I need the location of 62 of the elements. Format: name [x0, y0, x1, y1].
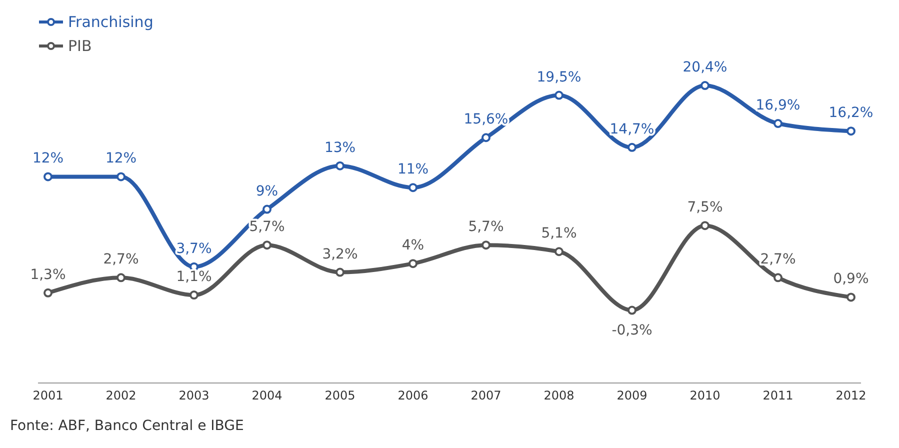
data-label: 5,7% [468, 219, 504, 236]
data-label: 5,1% [541, 226, 577, 242]
data-label: 1,3% [30, 266, 66, 283]
x-tick-label: 2005 [324, 388, 356, 403]
data-label: 3,2% [322, 246, 358, 262]
data-label: -0,3% [612, 322, 652, 338]
point [846, 292, 856, 302]
point [408, 183, 418, 192]
point [116, 273, 126, 282]
point [336, 161, 344, 170]
x-tick-label: 2006 [398, 388, 428, 403]
legend-label: PIB [68, 37, 92, 55]
x-tick-label: 2010 [690, 388, 720, 403]
legend-label: Franchising [68, 13, 154, 31]
point [482, 133, 490, 142]
point [628, 306, 636, 315]
data-label: 4% [402, 238, 424, 254]
data-label: 2,7% [103, 252, 139, 268]
x-tick-label: 2007 [470, 388, 502, 403]
point [774, 273, 782, 282]
x-tick-label: 2001 [32, 388, 64, 403]
point [408, 259, 418, 268]
point [554, 90, 564, 100]
point [44, 172, 52, 182]
data-label: 2,7% [760, 252, 796, 268]
x-tick-label: 2009 [616, 388, 648, 403]
point [700, 221, 710, 230]
x-tick-label: 2011 [762, 388, 794, 403]
x-tick-label: 2012 [836, 388, 866, 403]
point [44, 288, 52, 298]
data-label: 16,9% [756, 98, 800, 114]
point [628, 142, 636, 152]
data-label: 9% [256, 183, 278, 200]
data-label: 0,9% [833, 271, 869, 288]
point [700, 81, 710, 90]
data-label: 20,4% [682, 60, 728, 76]
x-tick-label: 2008 [544, 388, 574, 403]
data-label: 16,2% [828, 105, 874, 122]
data-label: 3,7% [176, 240, 212, 257]
point [846, 126, 856, 136]
data-label: 13% [324, 140, 356, 156]
data-label: 14,7% [610, 121, 654, 138]
point [116, 172, 126, 182]
data-label: 15,6% [464, 112, 508, 128]
data-label: 12% [105, 150, 137, 167]
point [262, 240, 272, 250]
point [554, 247, 564, 256]
x-tick-label: 2004 [252, 388, 282, 403]
x-tick-label: 2003 [178, 388, 210, 403]
data-label: 11% [397, 162, 429, 178]
point [482, 240, 490, 250]
point [190, 290, 198, 300]
data-label: 19,5% [536, 69, 582, 86]
data-label: 7,5% [687, 200, 723, 216]
data-label: 12% [32, 150, 64, 167]
point [774, 119, 782, 128]
x-tick-label: 2002 [106, 388, 136, 403]
source-note: Fonte: ABF, Banco Central e IBGE [10, 418, 245, 434]
data-label: 1,1% [176, 269, 212, 286]
point [262, 204, 272, 214]
data-label: 5,7% [249, 219, 285, 236]
point [336, 268, 344, 277]
